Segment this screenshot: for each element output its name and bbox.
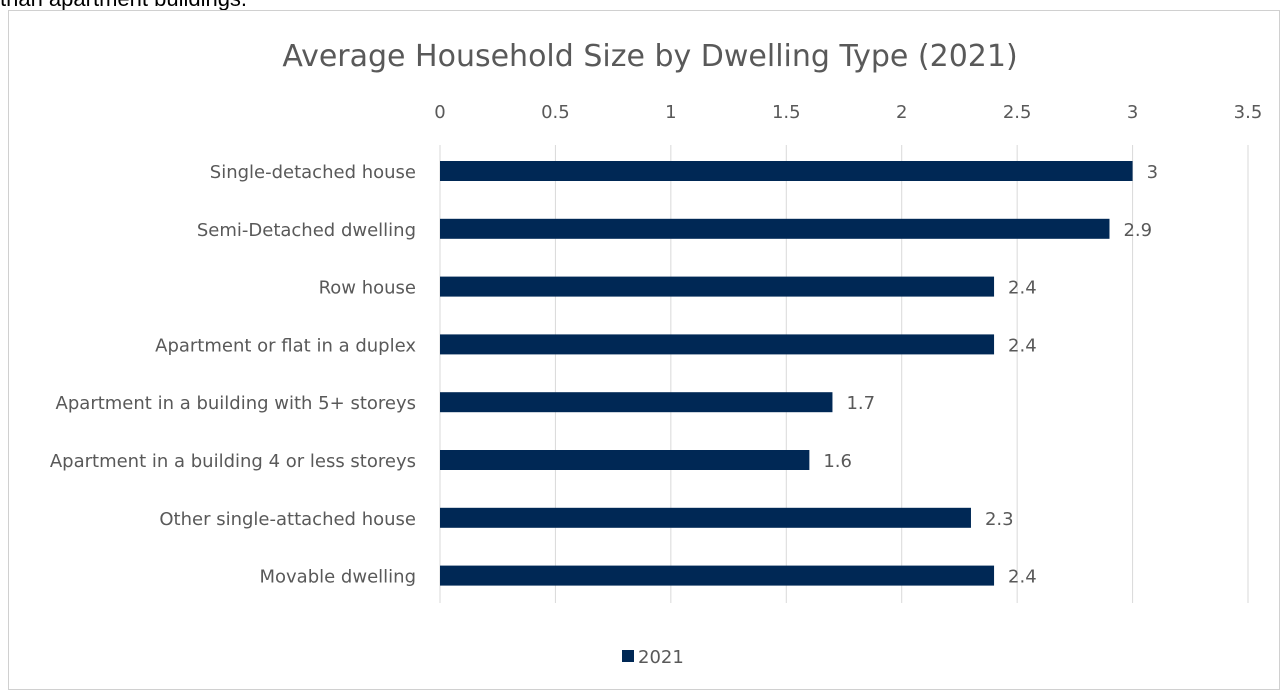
x-tick-label: 1 <box>665 102 676 123</box>
data-label: 3 <box>1147 162 1158 183</box>
data-label: 2.4 <box>1008 278 1037 299</box>
chart-title: Average Household Size by Dwelling Type … <box>282 39 1017 74</box>
category-label: Single-detached house <box>210 162 416 183</box>
x-tick-label: 3 <box>1127 102 1138 123</box>
bar <box>440 565 995 586</box>
bar <box>440 450 810 470</box>
data-label: 2.9 <box>1123 220 1152 241</box>
category-label: Apartment in a building 4 or less storey… <box>50 451 416 472</box>
data-labels: 3 2.9 2.4 2.4 1.7 1.6 2.3 2.4 <box>823 162 1158 588</box>
x-tick-label: 1.5 <box>772 102 801 123</box>
bar <box>440 392 833 413</box>
legend-label-2021: 2021 <box>638 647 684 668</box>
category-label: Other single-attached house <box>159 509 416 530</box>
bar <box>440 161 1133 181</box>
x-axis-tick-labels: 0 0.5 1 1.5 2 2.5 3 3.5 <box>434 102 1262 123</box>
category-label: Apartment or flat in a duplex <box>155 335 416 356</box>
legend: 2021 <box>622 647 684 668</box>
legend-swatch-2021 <box>622 650 634 662</box>
bar <box>440 334 995 355</box>
data-label: 1.7 <box>846 393 875 414</box>
x-tick-label: 0.5 <box>541 102 570 123</box>
data-label: 2.4 <box>1008 335 1037 356</box>
data-label: 2.4 <box>1008 567 1037 588</box>
x-tick-label: 3.5 <box>1234 102 1263 123</box>
category-label: Semi-Detached dwelling <box>197 220 416 241</box>
x-tick-label: 0 <box>434 102 445 123</box>
data-label: 1.6 <box>823 451 852 472</box>
bar <box>440 218 1110 239</box>
bar <box>440 507 971 528</box>
gridlines <box>439 145 1249 603</box>
bars <box>440 161 1133 586</box>
bar <box>440 276 995 297</box>
category-label: Row house <box>319 278 416 299</box>
data-label: 2.3 <box>985 509 1014 530</box>
x-tick-label: 2.5 <box>1003 102 1032 123</box>
category-labels: Single-detached house Semi-Detached dwell… <box>50 162 417 588</box>
category-label: Apartment in a building with 5+ storeys <box>56 393 416 414</box>
x-tick-label: 2 <box>896 102 907 123</box>
category-label: Movable dwelling <box>259 567 416 588</box>
intro-text-fragment: than apartment buildings. <box>0 0 247 12</box>
